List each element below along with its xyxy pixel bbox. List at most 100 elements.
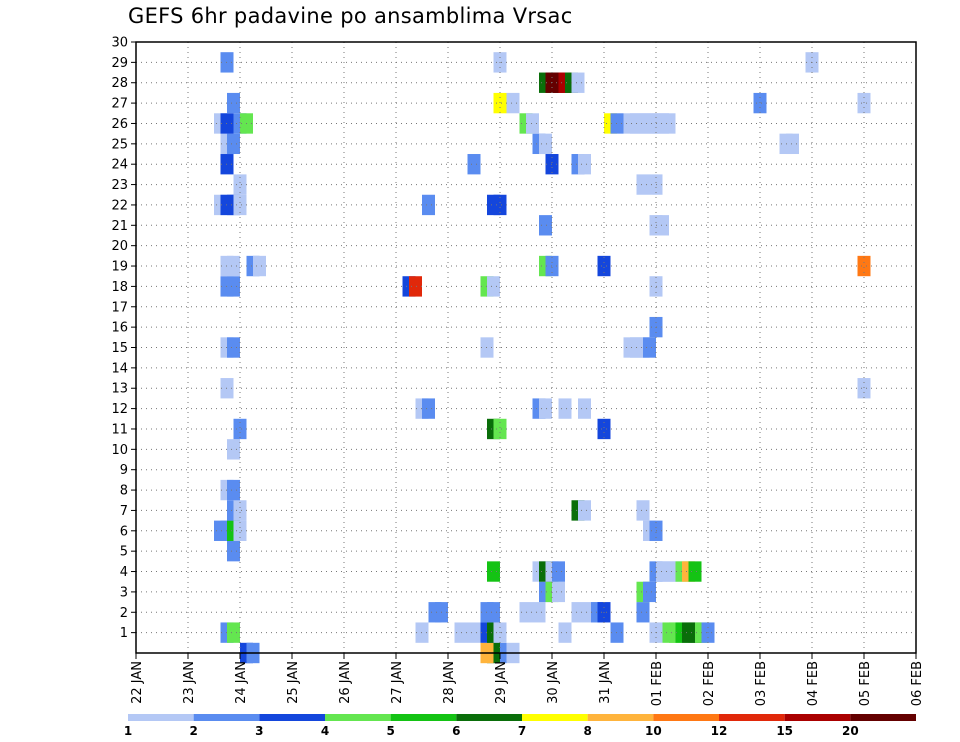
- heatmap-cell: [643, 337, 656, 358]
- y-tick-label: 2: [120, 606, 128, 621]
- heatmap-cell: [422, 194, 435, 216]
- y-tick-label: 27: [111, 97, 128, 112]
- heatmap-cell: [636, 602, 650, 623]
- heatmap-cell: [656, 215, 669, 236]
- heatmap-cell: [578, 154, 591, 175]
- heatmap-cell: [227, 255, 240, 277]
- x-tick-label: 01 FEB: [650, 661, 665, 706]
- y-tick-label: 3: [120, 585, 128, 600]
- heatmap-cell: [493, 418, 507, 440]
- y-tick-label: 19: [111, 260, 128, 275]
- colorbar-swatch: [193, 714, 260, 721]
- x-tick-label: 04 FEB: [806, 661, 821, 706]
- heatmap-cell: [233, 174, 247, 195]
- colorbar-label: 7: [518, 724, 526, 738]
- y-tick-label: 12: [111, 402, 128, 417]
- heatmap-cell: [552, 581, 565, 603]
- colorbar-label: 6: [452, 724, 460, 738]
- heatmap-cell: [552, 561, 565, 582]
- heatmap-cell: [526, 113, 539, 134]
- colorbar-label: 2: [189, 724, 197, 738]
- colorbar-swatch: [522, 714, 588, 721]
- heatmap-cell: [857, 255, 871, 277]
- y-tick-label: 30: [111, 36, 128, 51]
- heatmap-cell: [786, 133, 799, 155]
- heatmap-cell: [643, 581, 656, 603]
- x-tick-label: 30 JAN: [546, 661, 561, 704]
- heatmap-cell: [409, 276, 422, 297]
- colorbar-swatch: [784, 714, 851, 721]
- heatmap-cell: [467, 622, 481, 643]
- heatmap-cell: [578, 500, 591, 521]
- y-tick-label: 20: [111, 239, 128, 254]
- y-tick-label: 4: [120, 565, 128, 580]
- y-tick-label: 9: [120, 463, 128, 478]
- y-tick-label: 6: [120, 524, 128, 539]
- heatmap-cell: [539, 398, 552, 419]
- colorbar-label: 10: [645, 724, 662, 738]
- heatmap-cell: [571, 602, 585, 623]
- heatmap-cell: [227, 276, 240, 297]
- heatmap-cell: [636, 174, 650, 195]
- heatmap-cell: [227, 479, 240, 501]
- heatmap-cell: [487, 276, 500, 297]
- y-tick-label: 26: [111, 117, 128, 132]
- heatmap-cell: [227, 622, 240, 643]
- x-tick-label: 06 FEB: [910, 661, 925, 706]
- colorbar-label: 4: [321, 724, 329, 738]
- heatmap-cell: [233, 500, 247, 521]
- colorbar-label: 8: [583, 724, 591, 738]
- heatmap-cell: [253, 255, 266, 277]
- colorbar-swatch: [128, 714, 194, 721]
- y-tick-label: 22: [111, 198, 128, 213]
- x-tick-label: 26 JAN: [338, 661, 353, 704]
- y-tick-label: 24: [111, 158, 128, 173]
- y-tick-label: 28: [111, 76, 128, 91]
- y-tick-label: 21: [111, 219, 128, 234]
- colorbar-swatch: [390, 714, 457, 721]
- x-tick-label: 05 FEB: [858, 661, 873, 706]
- y-tick-label: 18: [111, 280, 128, 295]
- heatmap-cell: [753, 92, 767, 114]
- heatmap-cell: [493, 92, 507, 114]
- colorbar-swatch: [653, 714, 719, 721]
- heatmap-cell: [506, 92, 520, 114]
- y-tick-label: 15: [111, 341, 128, 356]
- y-tick-label: 8: [120, 484, 128, 499]
- colorbar-label: 5: [386, 724, 394, 738]
- heatmap-cell: [227, 133, 240, 155]
- y-tick-label: 11: [111, 422, 128, 437]
- y-tick-label: 23: [111, 178, 128, 193]
- heatmap-cell: [227, 92, 240, 114]
- y-tick-label: 25: [111, 137, 128, 152]
- colorbar-label: 1: [124, 724, 132, 738]
- x-tick-label: 27 JAN: [390, 661, 405, 704]
- heatmap-cell: [233, 418, 247, 440]
- x-tick-label: 22 JAN: [130, 661, 145, 704]
- x-tick-label: 02 FEB: [702, 661, 717, 706]
- colorbar-swatch: [719, 714, 785, 721]
- y-tick-label: 5: [120, 545, 128, 560]
- x-tick-label: 29 JAN: [494, 661, 509, 704]
- colorbar-swatch: [850, 714, 916, 721]
- heatmap-cell: [636, 500, 650, 521]
- y-tick-label: 13: [111, 382, 128, 397]
- x-tick-label: 25 JAN: [286, 661, 301, 704]
- heatmap-cell: [532, 602, 546, 623]
- colorbar-label: 15: [776, 724, 793, 738]
- heatmap-cell: [857, 378, 871, 399]
- heatmap-cell: [578, 398, 591, 419]
- heatmap-cell: [597, 418, 611, 440]
- heatmap-cell: [227, 337, 240, 358]
- x-tick-label: 03 FEB: [754, 661, 769, 706]
- heatmap-cell: [233, 194, 247, 216]
- colorbar-swatch: [325, 714, 391, 721]
- y-tick-label: 1: [120, 626, 128, 641]
- heatmap-cell: [422, 398, 435, 419]
- heatmap-cell: [227, 439, 240, 460]
- heatmap-cell: [597, 255, 611, 277]
- x-tick-label: 23 JAN: [182, 661, 197, 704]
- x-tick-label: 24 JAN: [234, 661, 249, 704]
- x-tick-label: 28 JAN: [442, 661, 457, 704]
